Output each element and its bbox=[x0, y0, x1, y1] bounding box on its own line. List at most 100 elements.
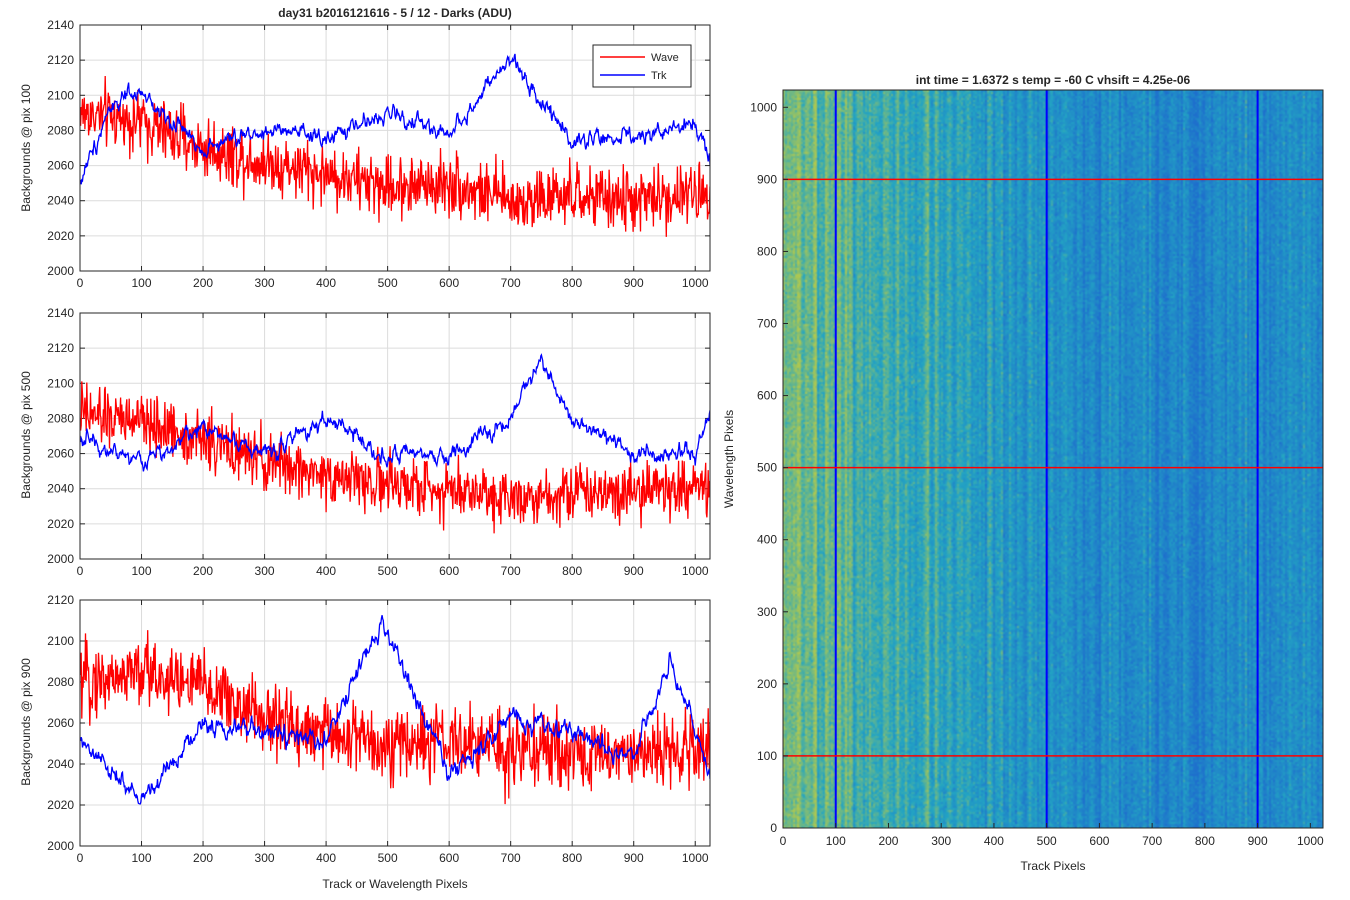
heatmap-y-tick-label: 300 bbox=[757, 605, 777, 619]
y-axis-label-pix-500: Backgrounds @ pix 500 bbox=[19, 371, 33, 499]
heatmap-x-tick-label: 500 bbox=[1037, 834, 1057, 848]
plot-frame bbox=[79, 599, 711, 847]
x-tick-label: 100 bbox=[132, 851, 152, 865]
heatmap-y-tick-label: 800 bbox=[757, 244, 777, 258]
series-wave-line bbox=[80, 630, 710, 805]
heatmap-x-tick-label: 100 bbox=[826, 834, 846, 848]
heatmap-x-tick-label: 1000 bbox=[1297, 834, 1324, 848]
x-tick-label: 0 bbox=[77, 276, 84, 290]
heatmap-y-tick-label: 600 bbox=[757, 389, 777, 403]
heatmap-x-tick-label: 900 bbox=[1248, 834, 1268, 848]
x-tick-label: 1000 bbox=[682, 276, 709, 290]
x-tick-label: 500 bbox=[378, 851, 398, 865]
heatmap-x-axis-label: Track Pixels bbox=[1021, 859, 1086, 873]
y-tick-label: 2080 bbox=[47, 675, 74, 689]
x-tick-label: 1000 bbox=[682, 851, 709, 865]
x-tick-label: 600 bbox=[439, 276, 459, 290]
x-tick-label: 0 bbox=[77, 851, 84, 865]
heatmap-x-tick-label: 400 bbox=[984, 834, 1004, 848]
y-tick-label: 2000 bbox=[47, 264, 74, 278]
heatmap-y-tick-label: 500 bbox=[757, 461, 777, 475]
y-tick-label: 2020 bbox=[47, 798, 74, 812]
plot-frame bbox=[79, 24, 711, 272]
y-tick-label: 2080 bbox=[47, 411, 74, 425]
heatmap-y-tick-label: 200 bbox=[757, 677, 777, 691]
x-axis-label-track-or-wavelength: Track or Wavelength Pixels bbox=[322, 877, 467, 891]
x-tick-label: 800 bbox=[562, 851, 582, 865]
x-tick-label: 600 bbox=[439, 564, 459, 578]
y-tick-label: 2100 bbox=[47, 634, 74, 648]
heatmap-x-tick-label: 800 bbox=[1195, 834, 1215, 848]
x-tick-label: 700 bbox=[501, 276, 521, 290]
y-tick-label: 2040 bbox=[47, 482, 74, 496]
heatmap-frame bbox=[782, 89, 1324, 829]
heatmap-y-tick-label: 400 bbox=[757, 533, 777, 547]
series-trk-line bbox=[80, 615, 710, 805]
x-tick-label: 0 bbox=[77, 564, 84, 578]
legend: Wave Trk bbox=[592, 44, 692, 88]
y-axis-label-pix-100: Backgrounds @ pix 100 bbox=[19, 84, 33, 212]
x-tick-label: 500 bbox=[378, 276, 398, 290]
x-tick-label: 900 bbox=[624, 564, 644, 578]
x-tick-label: 700 bbox=[501, 564, 521, 578]
heatmap-y-tick-label: 900 bbox=[757, 172, 777, 186]
heatmap-x-tick-label: 700 bbox=[1142, 834, 1162, 848]
heatmap-image bbox=[783, 90, 1323, 828]
x-tick-label: 300 bbox=[255, 564, 275, 578]
heatmap-y-tick-label: 700 bbox=[757, 317, 777, 331]
x-tick-label: 900 bbox=[624, 851, 644, 865]
figure-title: day31 b2016121616 - 5 / 12 - Darks (ADU) bbox=[278, 6, 511, 20]
y-tick-label: 2100 bbox=[47, 376, 74, 390]
x-tick-label: 300 bbox=[255, 851, 275, 865]
x-tick-label: 600 bbox=[439, 851, 459, 865]
x-tick-label: 400 bbox=[316, 276, 336, 290]
series-trk-line bbox=[80, 53, 710, 185]
x-tick-label: 700 bbox=[501, 851, 521, 865]
heatmap-y-tick-label: 1000 bbox=[750, 100, 777, 114]
y-tick-label: 2080 bbox=[47, 123, 74, 137]
series-wave-line bbox=[80, 75, 710, 237]
heatmap-y-tick-label: 100 bbox=[757, 749, 777, 763]
x-tick-label: 800 bbox=[562, 564, 582, 578]
x-tick-label: 200 bbox=[193, 851, 213, 865]
x-tick-label: 100 bbox=[132, 276, 152, 290]
y-axis-label-pix-900: Backgrounds @ pix 900 bbox=[19, 658, 33, 786]
line-plot-pix-900: Backgrounds @ pix 900 Track or Wavelengt… bbox=[19, 593, 711, 891]
heatmap-x-tick-label: 200 bbox=[878, 834, 898, 848]
x-tick-label: 400 bbox=[316, 564, 336, 578]
legend-trk-label: Trk bbox=[651, 70, 667, 82]
heatmap-y-tick-label: 0 bbox=[770, 821, 777, 835]
y-tick-label: 2000 bbox=[47, 552, 74, 566]
y-tick-label: 2140 bbox=[47, 306, 74, 320]
legend-wave-label: Wave bbox=[651, 52, 679, 64]
y-tick-label: 2060 bbox=[47, 159, 74, 173]
series-wave-line bbox=[80, 381, 710, 534]
x-tick-label: 200 bbox=[193, 564, 213, 578]
y-tick-label: 2060 bbox=[47, 447, 74, 461]
heatmap-title: int time = 1.6372 s temp = -60 C vhsift … bbox=[916, 73, 1191, 87]
y-tick-label: 2120 bbox=[47, 341, 74, 355]
heatmap-y-axis-label: Wavelength Pixels bbox=[722, 410, 736, 508]
y-tick-label: 2000 bbox=[47, 839, 74, 853]
x-tick-label: 200 bbox=[193, 276, 213, 290]
x-tick-label: 400 bbox=[316, 851, 336, 865]
line-plot-pix-500: Backgrounds @ pix 500 0 100 200 300 400 500 60… bbox=[19, 306, 711, 578]
x-tick-label: 1000 bbox=[682, 564, 709, 578]
y-tick-label: 2040 bbox=[47, 194, 74, 208]
y-tick-label: 2120 bbox=[47, 593, 74, 607]
heatmap-x-tick-label: 300 bbox=[931, 834, 951, 848]
y-tick-label: 2060 bbox=[47, 716, 74, 730]
y-tick-label: 2020 bbox=[47, 517, 74, 531]
y-tick-label: 2100 bbox=[47, 88, 74, 102]
legend-box bbox=[592, 44, 692, 88]
x-tick-label: 900 bbox=[624, 276, 644, 290]
series-trk-line bbox=[80, 353, 710, 472]
y-tick-label: 2120 bbox=[47, 53, 74, 67]
heatmap-x-tick-label: 600 bbox=[1089, 834, 1109, 848]
y-tick-label: 2140 bbox=[47, 18, 74, 32]
heatmap-plot: int time = 1.6372 s temp = -60 C vhsift … bbox=[722, 73, 1324, 873]
x-tick-label: 800 bbox=[562, 276, 582, 290]
x-tick-label: 500 bbox=[378, 564, 398, 578]
x-tick-label: 100 bbox=[132, 564, 152, 578]
